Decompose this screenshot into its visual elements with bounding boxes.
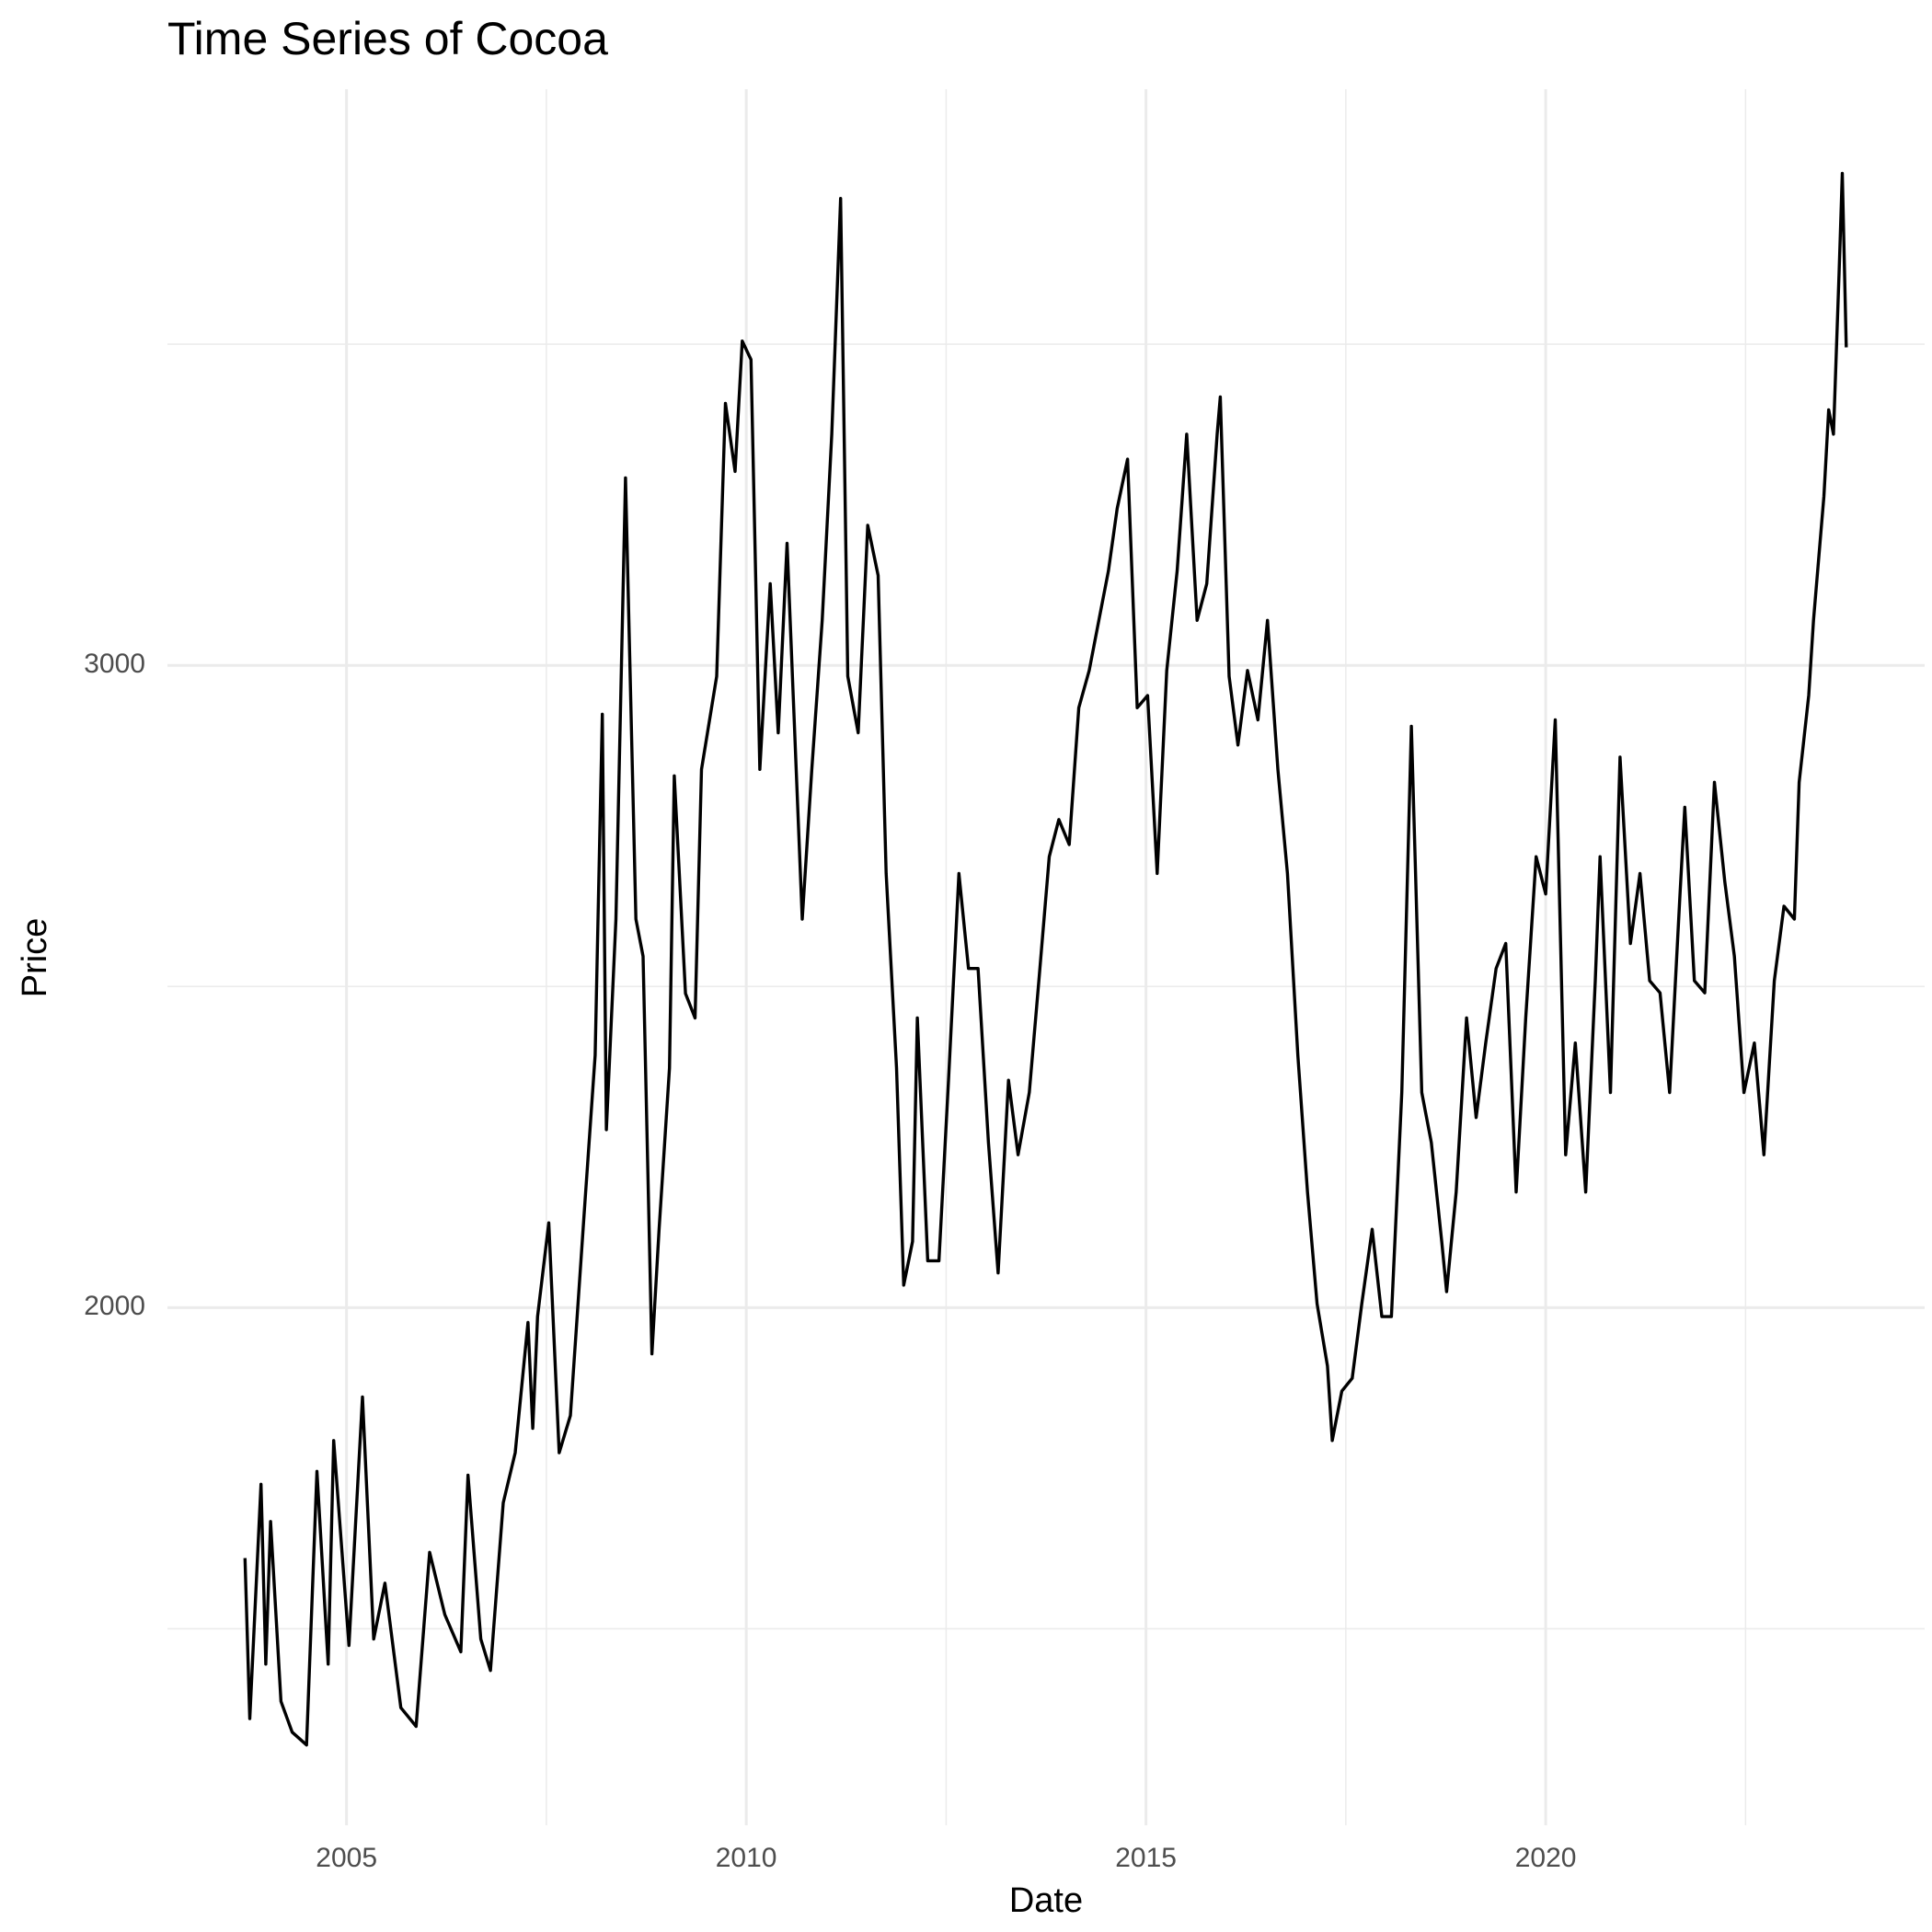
price-line xyxy=(243,171,1848,1747)
x-tick-label: 2015 xyxy=(1115,1843,1177,1873)
marks xyxy=(243,171,1848,1747)
grid xyxy=(167,89,1925,1825)
x-axis-label: Date xyxy=(1009,1881,1083,1920)
x-tick-label: 2020 xyxy=(1515,1843,1577,1873)
x-tick-label: 2005 xyxy=(316,1843,377,1873)
x-tick-label: 2010 xyxy=(716,1843,777,1873)
y-tick-label: 2000 xyxy=(84,1291,145,1321)
y-tick-label: 3000 xyxy=(84,649,145,679)
y-axis-label: Price xyxy=(16,918,54,998)
chart-title: Time Series of Cocoa xyxy=(167,13,608,64)
